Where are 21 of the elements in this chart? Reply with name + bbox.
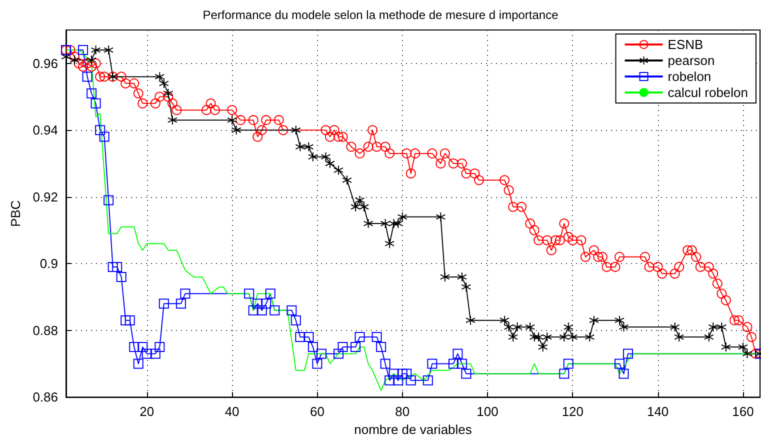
x-tick-label: 160 — [732, 404, 754, 420]
y-tick-label: 0.96 — [32, 56, 58, 71]
x-tick-label: 140 — [646, 404, 669, 420]
y-tick-label: 0.86 — [32, 390, 58, 405]
x-axis-title: nombre de variables — [354, 422, 472, 437]
legend-label: calcul robelon — [668, 85, 748, 100]
legend-label: robelon — [668, 69, 712, 84]
legend-label: pearson — [668, 53, 715, 68]
y-tick-label: 0.9 — [40, 256, 58, 272]
x-tick-label: 40 — [224, 404, 240, 420]
legend-label: ESNB — [668, 37, 704, 52]
chart-title: Performance du modele selon la methode de mesure d importance — [202, 8, 559, 22]
x-tick-label: 20 — [140, 404, 154, 420]
y-tick-label: 0.94 — [32, 122, 58, 138]
x-tick-label: 60 — [310, 404, 324, 420]
x-tick-label: 80 — [395, 404, 410, 420]
y-axis-title: PBC — [8, 200, 23, 227]
y-tick-label: 0.92 — [32, 189, 58, 204]
x-tick-label: 100 — [476, 404, 498, 420]
x-tick-label: 120 — [562, 404, 584, 420]
y-tick-label: 0.88 — [32, 322, 58, 338]
